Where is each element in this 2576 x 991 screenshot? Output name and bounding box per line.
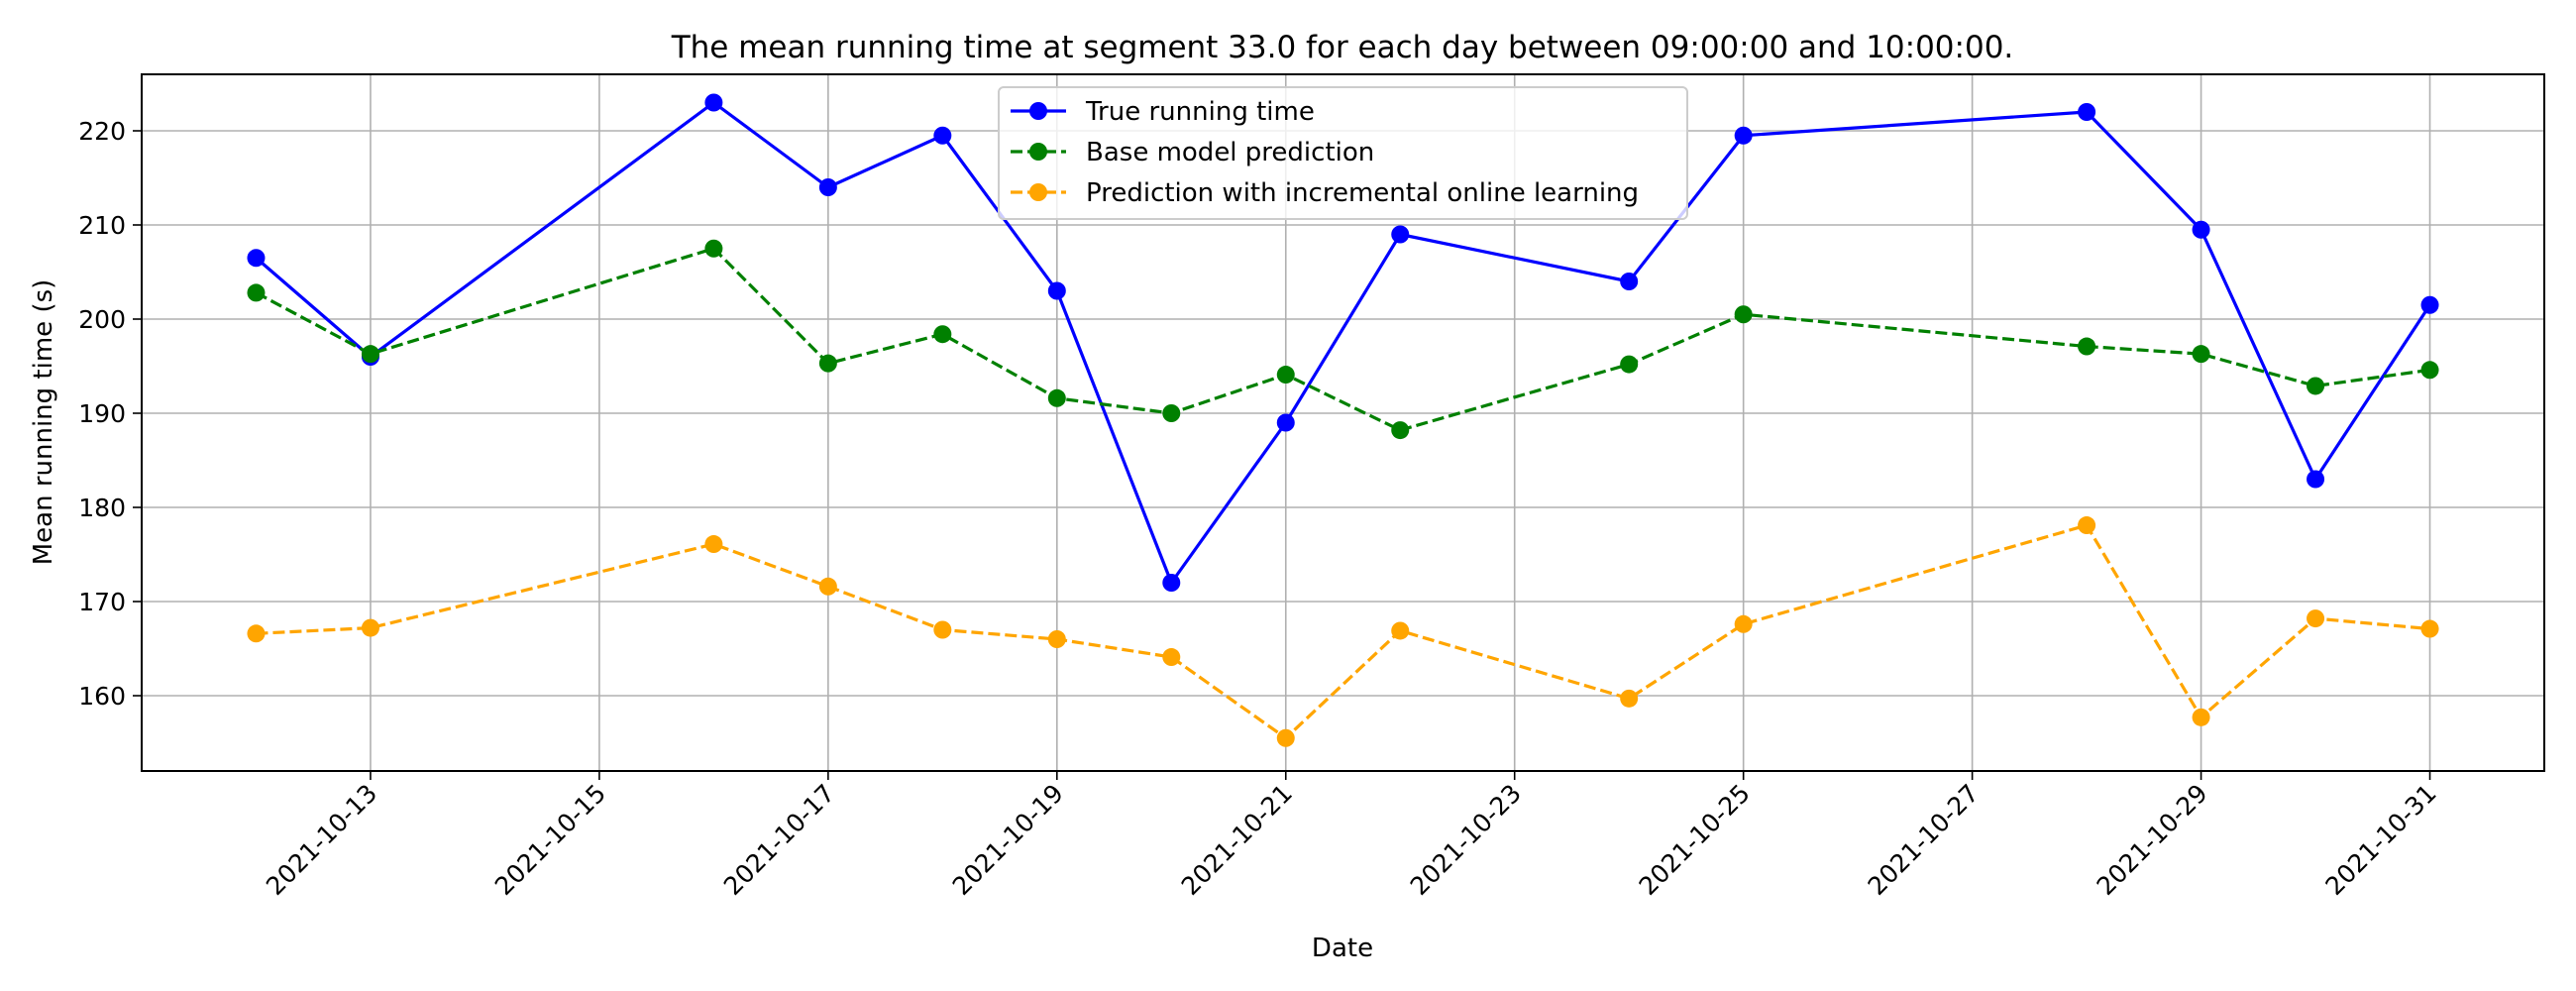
data-point (933, 126, 952, 145)
data-point (2420, 361, 2439, 380)
chart-title: The mean running time at segment 33.0 fo… (671, 30, 2014, 65)
y-tick-label: 160 (78, 682, 126, 711)
legend-marker (1029, 183, 1047, 201)
y-tick-label: 170 (78, 588, 126, 616)
series-3 (247, 516, 2439, 747)
data-point (1391, 621, 1410, 640)
legend-entry: Base model prediction (1011, 138, 1374, 167)
legend-label: True running time (1085, 97, 1315, 127)
y-tick-label: 210 (78, 211, 126, 240)
data-point (1734, 305, 1753, 324)
data-point (933, 325, 952, 344)
data-point (2307, 609, 2325, 628)
plot-area-frame (141, 73, 2545, 772)
data-point (2192, 708, 2210, 726)
data-point (1047, 630, 1066, 648)
data-point (361, 618, 379, 637)
data-point (2192, 220, 2210, 239)
data-point (361, 345, 379, 364)
data-point (1276, 413, 1295, 432)
data-point (1162, 574, 1181, 592)
data-point (2420, 295, 2439, 314)
y-axis-label: Mean running time (s) (29, 279, 58, 566)
data-point (247, 624, 266, 643)
data-point (704, 93, 723, 112)
legend: True running time Base model prediction Pr… (998, 86, 1688, 220)
y-tick-label: 220 (78, 117, 126, 146)
legend-box (998, 86, 1688, 220)
data-point (1276, 728, 1295, 747)
data-point (1047, 281, 1066, 300)
data-point (2078, 103, 2096, 121)
legend-entry: True running time (1011, 97, 1315, 127)
data-point (818, 354, 837, 373)
data-point (2192, 345, 2210, 364)
series-group (247, 93, 2439, 747)
data-point (818, 577, 837, 596)
data-point (2420, 619, 2439, 638)
y-tick-label: 200 (78, 305, 126, 334)
legend-label: Base model prediction (1086, 138, 1374, 167)
data-point (818, 178, 837, 196)
data-point (933, 620, 952, 639)
data-point (2078, 516, 2096, 535)
data-point (2307, 470, 2325, 489)
y-tick-label: 190 (78, 399, 126, 428)
data-point (1734, 614, 1753, 633)
data-point (1391, 421, 1410, 440)
data-point (1047, 388, 1066, 407)
series-2 (247, 239, 2439, 440)
data-point (2078, 337, 2096, 356)
data-point (1162, 648, 1181, 667)
data-point (247, 283, 266, 302)
data-point (1276, 366, 1295, 385)
legend-marker (1029, 143, 1047, 161)
data-point (1620, 273, 1639, 290)
legend-entry: Prediction with incremental online learn… (1011, 178, 1639, 208)
data-point (1620, 689, 1639, 708)
data-point (704, 239, 723, 258)
data-point (247, 249, 266, 268)
data-point (1734, 126, 1753, 145)
legend-marker (1029, 102, 1047, 120)
data-point (2307, 377, 2325, 395)
legend-label: Prediction with incremental online learn… (1086, 178, 1639, 208)
data-point (1620, 355, 1639, 374)
data-point (704, 535, 723, 554)
data-point (1162, 404, 1181, 422)
y-tick-label: 180 (78, 494, 126, 522)
data-point (1391, 225, 1410, 244)
x-axis-label: Date (1312, 934, 1373, 963)
